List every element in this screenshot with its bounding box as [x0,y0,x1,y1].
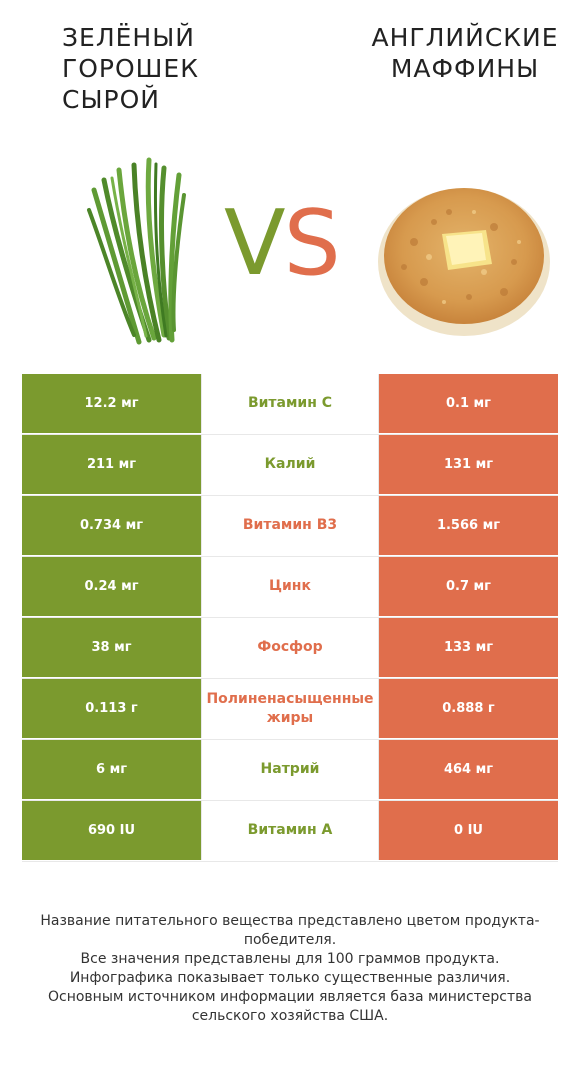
table-row: 0.24 мг Цинк 0.7 мг [22,557,558,618]
left-value: 12.2 мг [22,374,201,433]
right-value: 0.7 мг [379,557,558,616]
footer-line: Инфографика показывает только существенн… [69,970,511,986]
left-value: 6 мг [22,740,201,799]
right-value: 464 мг [379,740,558,799]
table-row: 6 мг Натрий 464 мг [22,740,558,801]
vs-v: V [224,191,286,296]
nutrient-name: Калий [201,435,379,494]
right-value: 133 мг [379,618,558,677]
left-value: 0.24 мг [22,557,201,616]
vs-label: VS [224,196,341,292]
right-value: 0.888 г [379,679,558,738]
table-row: 12.2 мг Витамин C 0.1 мг [22,374,558,435]
left-value: 690 IU [22,801,201,860]
left-value: 0.113 г [22,679,201,738]
right-value: 0 IU [379,801,558,860]
english-muffin-image [378,188,550,336]
footer-line: Основным источником информации является … [48,989,532,1024]
right-value: 1.566 мг [379,496,558,555]
left-value: 38 мг [22,618,201,677]
nutrient-name: Натрий [201,740,379,799]
left-value: 0.734 мг [22,496,201,555]
table-row: 38 мг Фосфор 133 мг [22,618,558,679]
nutrient-name: Витамин C [201,374,379,433]
footer-line: Все значения представлены для 100 граммо… [80,951,500,967]
table-row: 0.113 г Полиненасыщенные жиры 0.888 г [22,679,558,740]
comparison-table: 12.2 мг Витамин C 0.1 мг 211 мг Калий 13… [22,374,558,862]
green-beans-image [87,157,186,345]
right-value: 131 мг [379,435,558,494]
right-value: 0.1 мг [379,374,558,433]
table-row: 211 мг Калий 131 мг [22,435,558,496]
footer-line: Название питательного вещества представл… [40,913,540,948]
nutrient-name: Витамин B3 [201,496,379,555]
table-row: 0.734 мг Витамин B3 1.566 мг [22,496,558,557]
left-product-title: ЗЕЛЁНЫЙ ГОРОШЕК СЫРОЙ [62,23,199,114]
nutrient-name: Полиненасыщенные жиры [201,679,379,738]
vs-s: S [283,191,341,296]
nutrient-name: Витамин A [201,801,379,860]
left-value: 211 мг [22,435,201,494]
nutrient-name: Фосфор [201,618,379,677]
right-product-title: АНГЛИЙСКИЕ МАФФИНЫ [371,23,559,83]
nutrient-name: Цинк [201,557,379,616]
footer-notes: Название питательного вещества представл… [20,912,560,1026]
table-row: 690 IU Витамин A 0 IU [22,801,558,862]
